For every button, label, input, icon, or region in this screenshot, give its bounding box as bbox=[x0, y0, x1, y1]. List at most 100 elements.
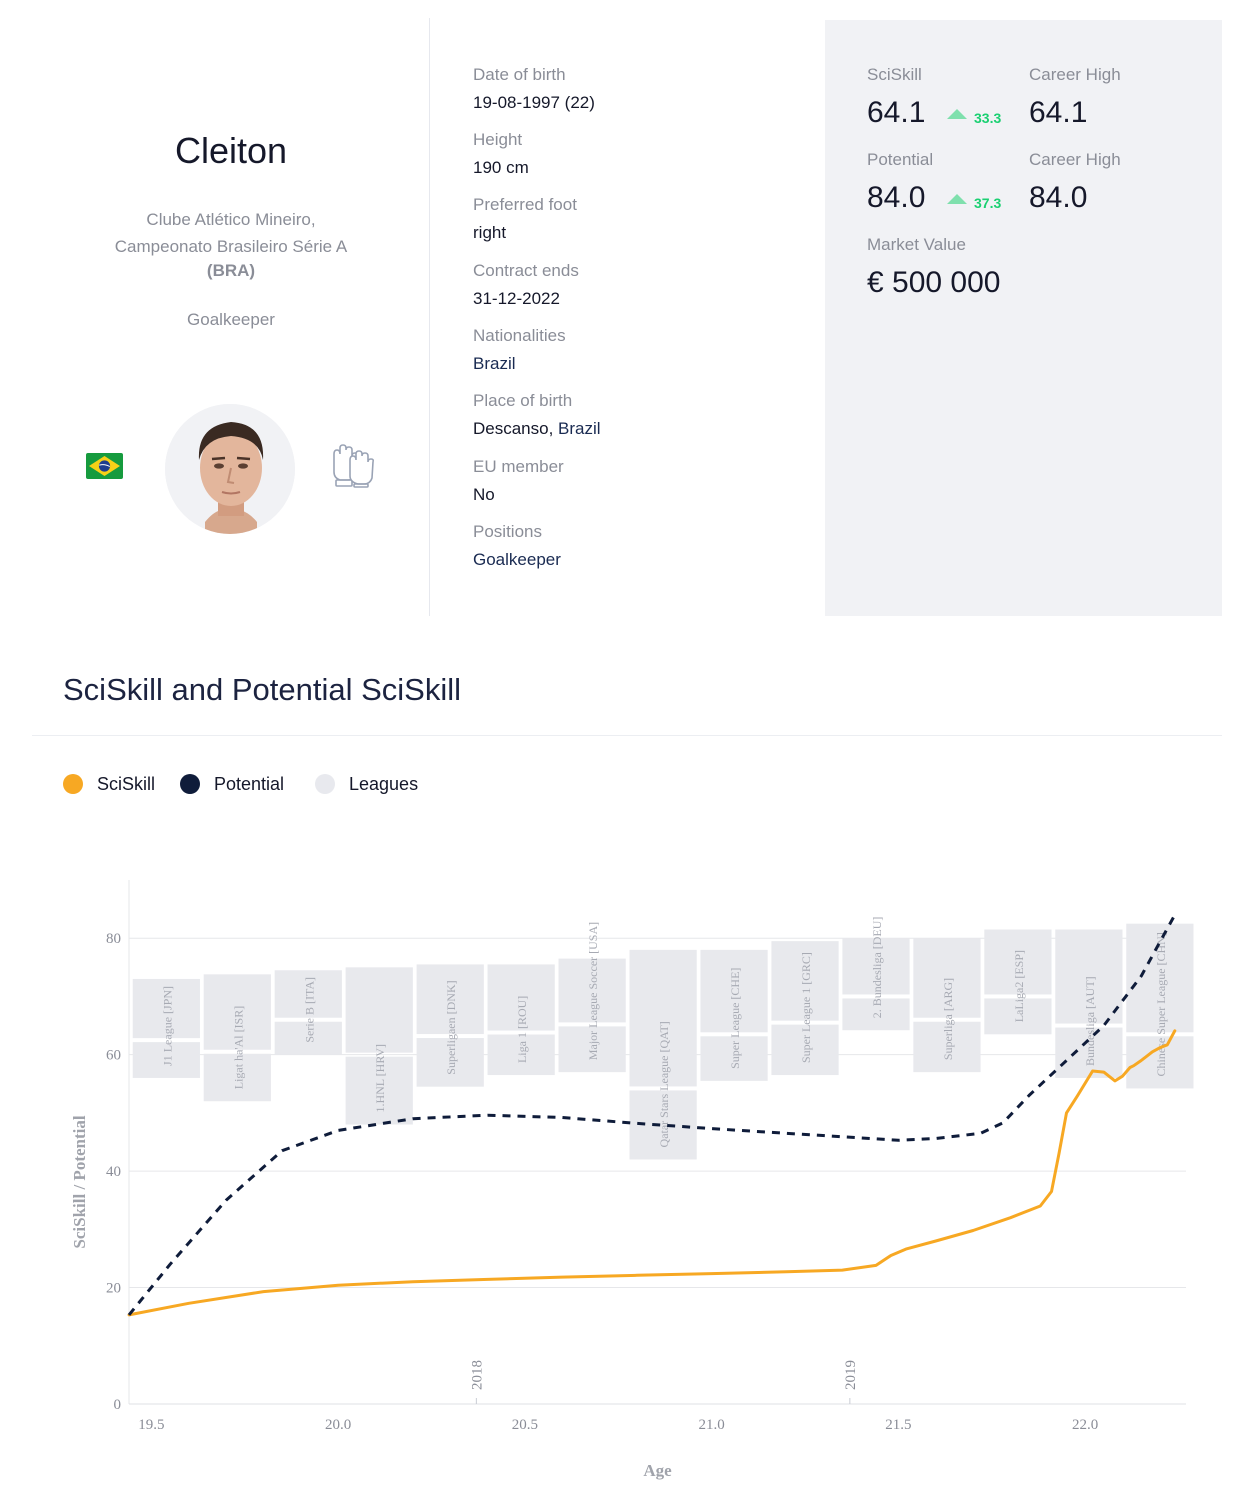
league-label: Superliga [ARG] bbox=[941, 978, 955, 1060]
potential-value: 84.0 bbox=[867, 181, 926, 214]
eu-member-value: No bbox=[473, 485, 495, 504]
league-label: Major League Soccer [USA] bbox=[586, 922, 600, 1060]
league-box-lower bbox=[558, 1026, 626, 1073]
league-box-lower bbox=[984, 998, 1052, 1035]
dob-value: 19-08-1997 (22) bbox=[473, 93, 595, 112]
player-identity-panel: Cleiton Clube Atlético Mineiro, Campeona… bbox=[32, 18, 430, 616]
preferred-foot-label: Preferred foot bbox=[473, 195, 577, 214]
y-tick-label: 0 bbox=[114, 1397, 122, 1413]
club-line-1: Clube Atlético Mineiro, bbox=[146, 210, 316, 229]
player-photo bbox=[165, 404, 295, 534]
league-label: LaLiga2 [ESP] bbox=[1012, 950, 1026, 1022]
goalkeeper-gloves-icon bbox=[333, 444, 375, 488]
sciskill-delta: 33.3 bbox=[974, 110, 1002, 126]
sciskill-label: SciSkill bbox=[867, 65, 922, 84]
y-tick-label: 80 bbox=[106, 931, 121, 947]
league-label: Super League [CHE] bbox=[728, 968, 742, 1069]
league-box-upper bbox=[842, 938, 910, 995]
sciskill-career-high-value: 64.1 bbox=[1029, 96, 1088, 129]
league-box-lower bbox=[416, 1038, 484, 1087]
x-tick-label: 20.0 bbox=[325, 1417, 351, 1433]
contract-ends-value: 31-12-2022 bbox=[473, 289, 560, 308]
player-avatar bbox=[165, 404, 295, 534]
birth-city: Descanso, bbox=[473, 419, 559, 438]
dob-label: Date of birth bbox=[473, 65, 566, 84]
y-tick-label: 20 bbox=[106, 1281, 121, 1297]
player-position: Goalkeeper bbox=[187, 310, 275, 329]
player-profile-card: Cleiton Clube Atlético Mineiro, Campeona… bbox=[32, 18, 1222, 616]
market-value-label: Market Value bbox=[867, 235, 966, 254]
x-tick-label: 19.5 bbox=[138, 1417, 164, 1433]
league-box-lower bbox=[771, 1024, 839, 1076]
potential-career-high-value: 84.0 bbox=[1029, 181, 1088, 214]
league-label: 1.HNL [HRV] bbox=[373, 1044, 387, 1113]
league-box-upper bbox=[487, 964, 555, 1031]
section-divider bbox=[32, 735, 1222, 736]
sciskill-career-high-label: Career High bbox=[1029, 65, 1121, 84]
league-box-upper bbox=[345, 967, 413, 1053]
league-box-upper bbox=[629, 949, 697, 1087]
sciskill-series-line bbox=[127, 1029, 1177, 1317]
x-tick-label: 21.0 bbox=[699, 1417, 725, 1433]
year-marker-label: 2019 bbox=[843, 1360, 859, 1390]
league-box-upper bbox=[274, 970, 342, 1018]
league-label: Qatar Stars League [QAT] bbox=[657, 1021, 671, 1147]
league-label: Liga 1 [ROU] bbox=[515, 996, 529, 1063]
preferred-foot-value: right bbox=[473, 223, 507, 242]
sciskill-up-arrow-icon bbox=[947, 109, 967, 119]
potential-up-arrow-icon bbox=[947, 194, 967, 204]
place-of-birth-label: Place of birth bbox=[473, 391, 573, 410]
league-box-lower bbox=[203, 1053, 271, 1102]
player-details-list: Date of birth 19-08-1997 (22) Height 190… bbox=[473, 18, 803, 616]
league-box-lower bbox=[274, 1021, 342, 1055]
league-label: Super League 1 [GRC] bbox=[799, 952, 813, 1063]
potential-delta: 37.3 bbox=[974, 195, 1002, 211]
league-box-upper bbox=[558, 958, 626, 1023]
league-box-lower bbox=[1055, 1027, 1123, 1078]
x-tick-label: 21.5 bbox=[885, 1417, 911, 1433]
league-box-lower bbox=[700, 1036, 768, 1081]
league-box-lower bbox=[842, 998, 910, 1031]
league-box-lower bbox=[913, 1021, 981, 1073]
legend-dot-sciskill bbox=[63, 774, 83, 794]
y-tick-label: 40 bbox=[106, 1164, 121, 1180]
height-value: 190 cm bbox=[473, 158, 529, 177]
league-label: Serie B [ITA] bbox=[302, 977, 316, 1043]
league-box-lower bbox=[345, 1056, 413, 1125]
legend-dot-leagues bbox=[315, 774, 335, 794]
league-label: Ligat ha'Al [ISR] bbox=[231, 1006, 245, 1089]
potential-career-high-label: Career High bbox=[1029, 150, 1121, 169]
legend-label-potential: Potential bbox=[214, 774, 285, 794]
potential-label: Potential bbox=[867, 150, 934, 169]
birth-country-link[interactable]: Brazil bbox=[558, 419, 601, 438]
league-label: 2. Bundesliga [DEU] bbox=[870, 917, 884, 1019]
league-box-upper bbox=[984, 929, 1052, 995]
league-label: Superligaen [DNK] bbox=[444, 980, 458, 1074]
place-of-birth-value: Descanso, Brazil bbox=[473, 419, 601, 439]
league-box-lower bbox=[487, 1034, 555, 1076]
chart-canvas: 0 20 40 60 80 19.5 20.0 20.5 21.0 21.5 22.0 2018 201… bbox=[70, 880, 1194, 1480]
positions-link[interactable]: Goalkeeper bbox=[473, 550, 561, 569]
club-line-2: Campeonato Brasileiro Série A bbox=[114, 237, 348, 256]
x-tick-label: 22.0 bbox=[1072, 1417, 1098, 1433]
height-label: Height bbox=[473, 130, 523, 149]
nationality-link[interactable]: Brazil bbox=[473, 354, 516, 373]
league-box-upper bbox=[1126, 923, 1194, 1033]
sciskill-potential-chart: 0 20 40 60 80 19.5 20.0 20.5 21.0 21.5 22.0 2018 201… bbox=[0, 820, 1240, 1500]
legend-dot-potential bbox=[180, 774, 200, 794]
y-tick-label: 60 bbox=[106, 1048, 121, 1064]
contract-ends-label: Contract ends bbox=[473, 261, 579, 280]
column-divider bbox=[429, 18, 430, 616]
player-club: Clube Atlético Mineiro, Campeonato Brasi… bbox=[32, 206, 430, 260]
eu-member-label: EU member bbox=[473, 457, 564, 476]
league-box-upper bbox=[771, 941, 839, 1021]
league-box-upper bbox=[416, 964, 484, 1035]
y-axis-title: SciSkill / Potential bbox=[70, 1115, 89, 1248]
league-box-upper bbox=[132, 978, 200, 1039]
sciskill-value: 64.1 bbox=[867, 96, 926, 129]
league-box-upper bbox=[700, 949, 768, 1033]
player-name: Cleiton bbox=[174, 130, 288, 171]
country-code: (BRA) bbox=[206, 261, 256, 280]
league-box-lower bbox=[132, 1042, 200, 1078]
legend-label-sciskill: SciSkill bbox=[97, 774, 156, 794]
